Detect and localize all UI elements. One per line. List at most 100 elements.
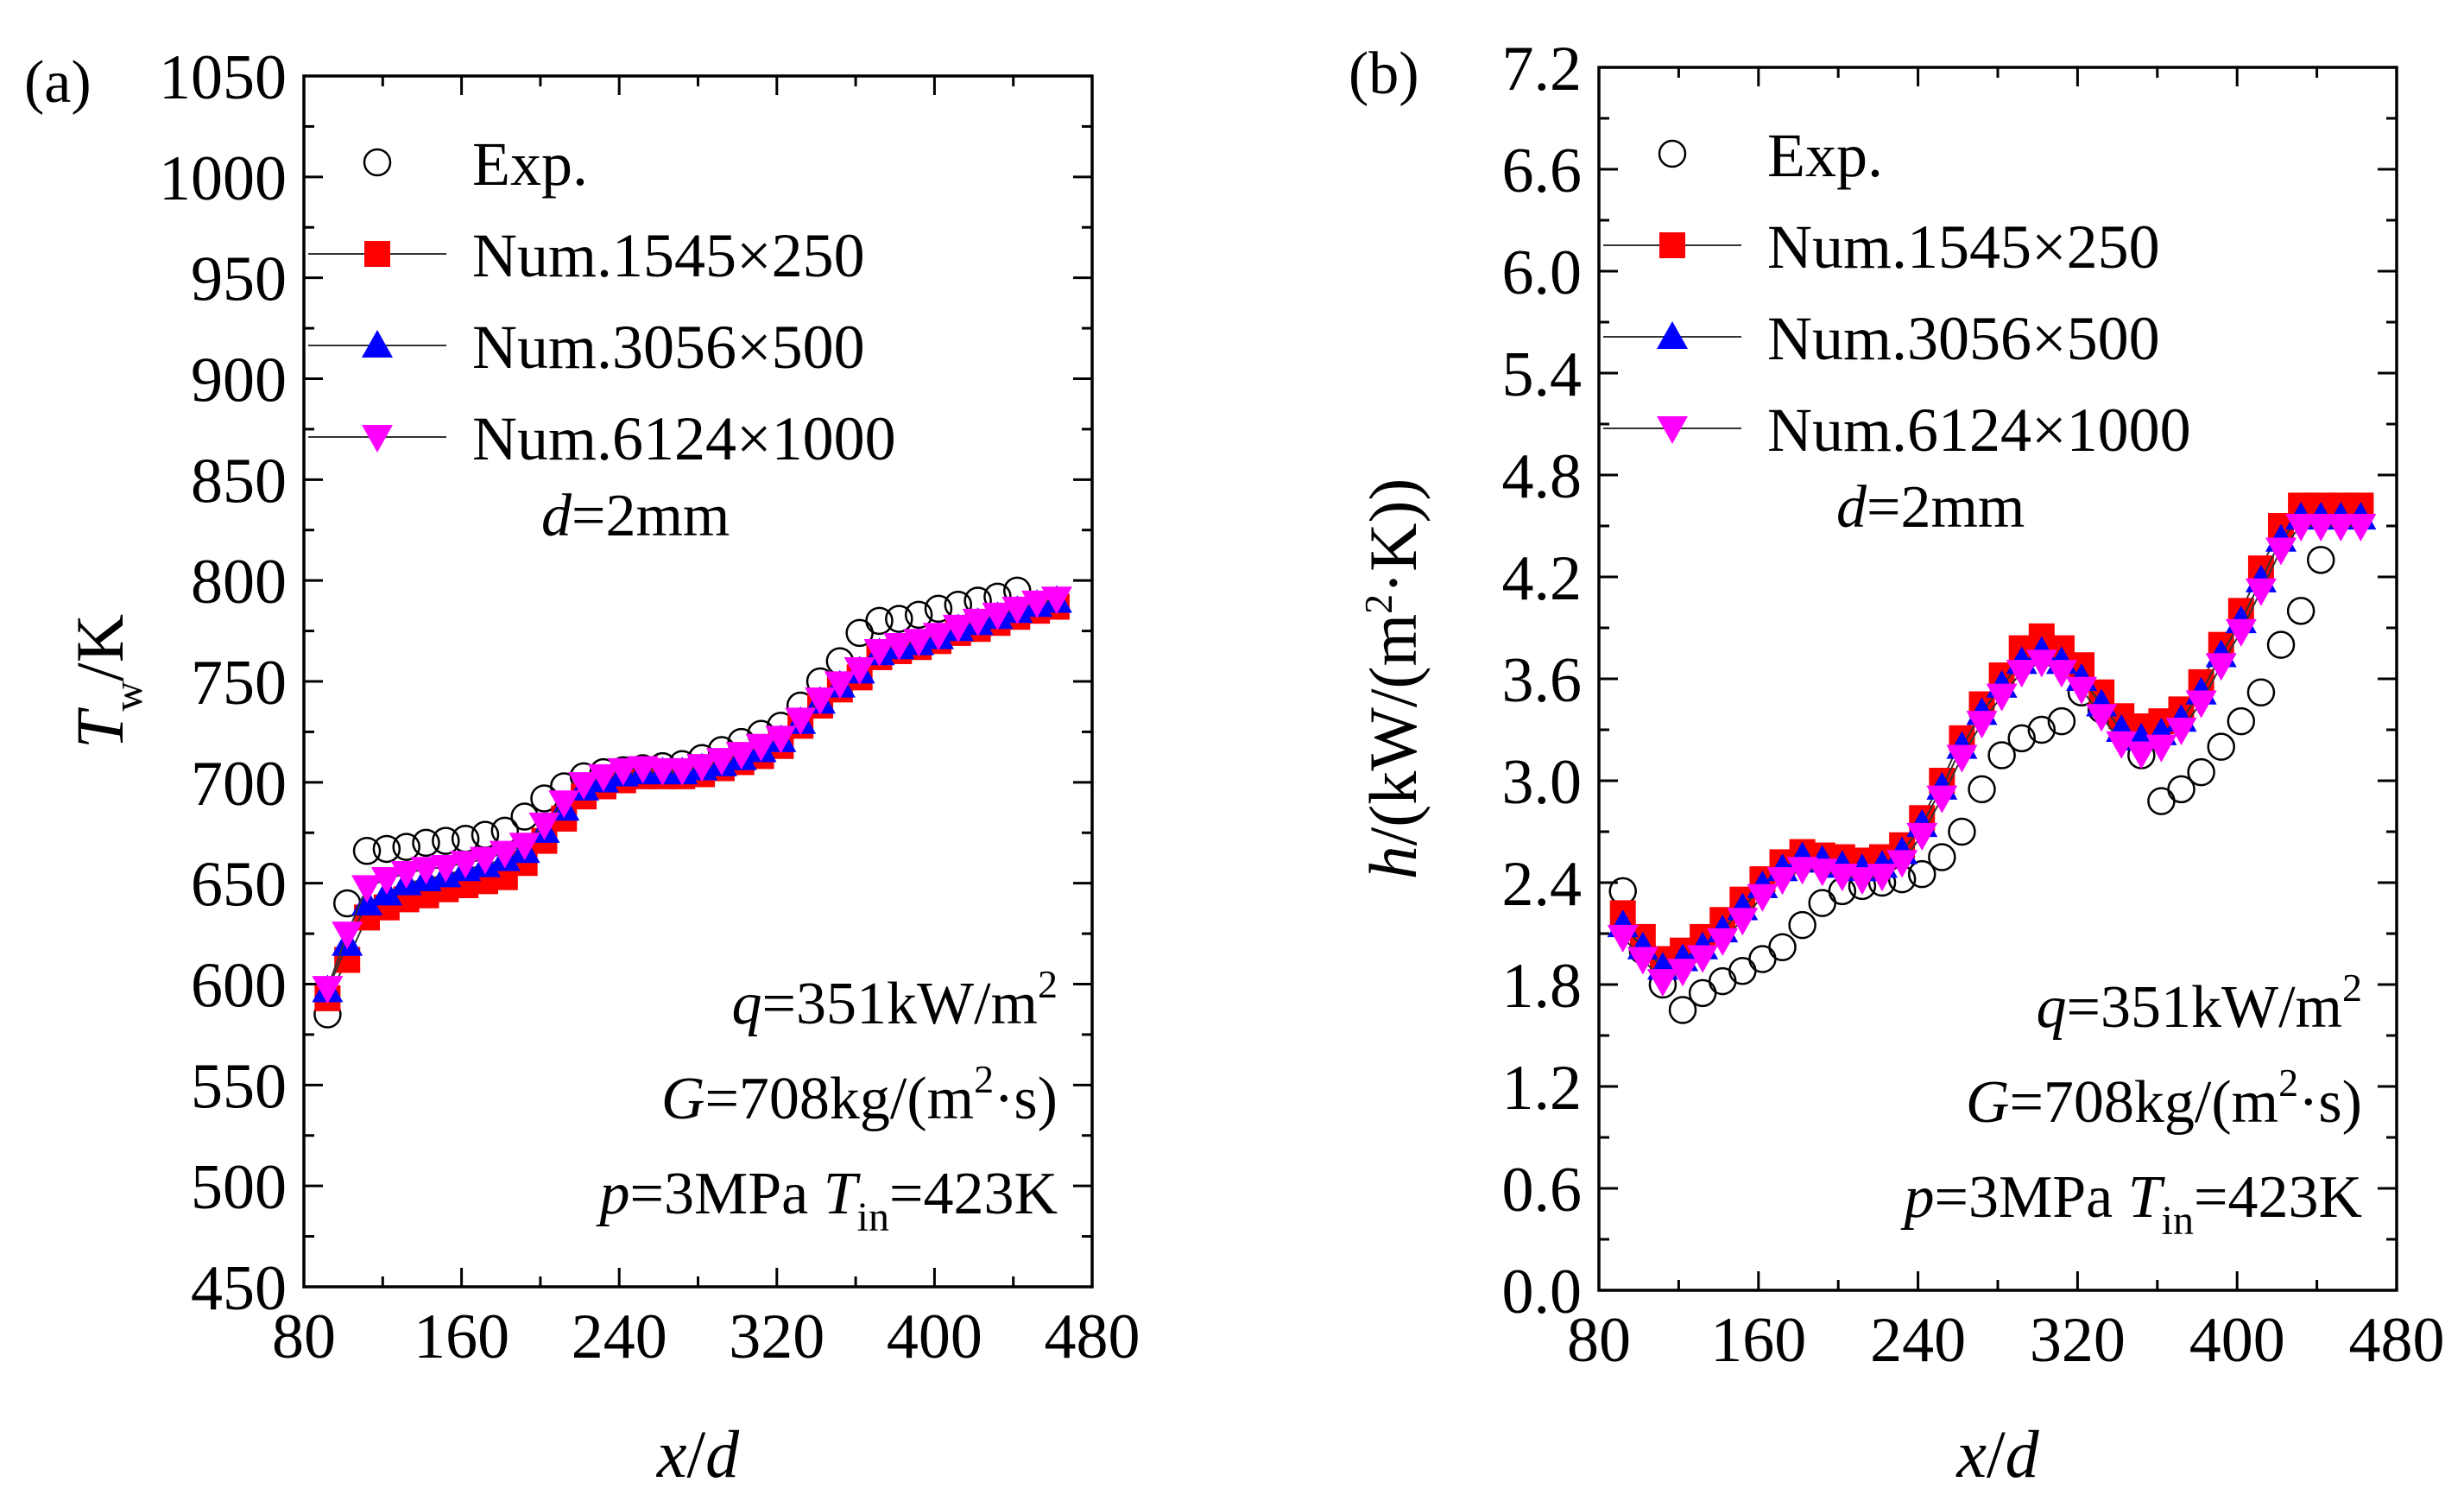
data-point <box>1688 978 1717 1008</box>
annotation-diameter: d=2mm <box>1836 474 2025 541</box>
data-point <box>1788 910 1816 940</box>
annotation-condition: G=708kg/(m2·s) <box>661 1057 1058 1132</box>
data-point <box>885 605 913 633</box>
legend-marker <box>1659 232 1685 258</box>
x-axis-title: x/d <box>1955 1416 2039 1492</box>
data-point <box>2027 715 2056 744</box>
data-point <box>667 757 698 786</box>
legend-marker <box>1657 321 1688 349</box>
data-point <box>528 812 560 840</box>
x-tick-label: 240 <box>1870 1305 1966 1376</box>
data-point <box>1727 908 1759 936</box>
data-point <box>2025 649 2057 678</box>
y-tick-label: 1.8 <box>1502 951 1583 1022</box>
y-tick-label: 7.2 <box>1502 34 1583 104</box>
data-point <box>942 614 974 643</box>
data-point <box>2045 660 2077 688</box>
y-tick-label: 6.0 <box>1502 238 1583 308</box>
data-point <box>1766 867 1798 896</box>
data-point <box>1907 859 1936 889</box>
x-tick-label: 160 <box>1710 1305 1806 1376</box>
data-point <box>1708 966 1737 996</box>
data-point <box>1808 889 1836 917</box>
data-point <box>1021 590 1053 618</box>
y-tick-label: 950 <box>191 244 287 315</box>
data-point <box>548 790 580 819</box>
data-point <box>982 602 1014 630</box>
y-tick-label: 650 <box>191 850 287 921</box>
legend-label: Num.6124×1000 <box>1767 396 2191 465</box>
legend-label: Num.1545×250 <box>472 221 865 290</box>
legend-marker <box>362 330 393 358</box>
series-line <box>326 599 1058 991</box>
x-tick-label: 480 <box>2349 1305 2445 1376</box>
data-point <box>1948 817 1976 846</box>
data-point <box>1668 996 1697 1024</box>
legend-label: Exp. <box>1767 121 1883 190</box>
data-point <box>725 742 757 770</box>
data-point <box>1987 741 2016 770</box>
data-point <box>865 606 894 636</box>
data-point <box>1928 843 1956 871</box>
x-tick-label: 400 <box>887 1302 982 1372</box>
data-point <box>805 687 837 716</box>
x-tick-label: 80 <box>1567 1305 1631 1376</box>
data-point <box>785 707 817 736</box>
data-point <box>2286 597 2316 625</box>
annotation-condition: q=351kW/m2 <box>2037 966 2362 1041</box>
data-point <box>450 851 482 879</box>
legend-marker <box>364 241 390 267</box>
data-point <box>1926 785 1958 814</box>
legend-label: Num.6124×1000 <box>472 404 896 473</box>
legend-label: Exp. <box>472 130 588 199</box>
annotation-condition: q=351kW/m2 <box>732 962 1058 1037</box>
data-point <box>2185 690 2217 719</box>
legend: Exp. Num.1545×250 Num.3056×500 Num.6124×100… <box>308 130 896 473</box>
data-point <box>2345 514 2377 542</box>
series-line <box>326 605 1058 999</box>
legend-marker <box>1658 139 1687 168</box>
y-tick-label: 1.2 <box>1502 1053 1583 1124</box>
data-point <box>903 629 935 657</box>
data-point <box>2126 741 2158 770</box>
data-point <box>824 671 856 700</box>
data-point <box>568 772 600 801</box>
x-tick-label: 400 <box>2189 1305 2285 1376</box>
data-point <box>2207 732 2235 761</box>
y-tick-label: 800 <box>191 547 287 618</box>
legend-marker <box>363 148 392 177</box>
y-tick-label: 850 <box>191 446 287 516</box>
data-point <box>1747 884 1779 912</box>
data-point <box>2086 704 2118 732</box>
legend: Exp. Num.1545×250 Num.3056×500 Num.6124×100… <box>1603 121 2191 465</box>
data-point <box>1846 867 1878 896</box>
data-point <box>2106 731 2138 759</box>
data-point <box>1748 945 1777 973</box>
y-tick-label: 6.6 <box>1502 136 1583 206</box>
legend-label: Num.1545×250 <box>1767 212 2160 282</box>
data-point <box>2305 514 2337 542</box>
annotation-condition: G=708kg/(m2·s) <box>1966 1061 2362 1136</box>
data-point <box>607 757 639 786</box>
y-axis-title: Tw/K <box>62 614 151 749</box>
data-point <box>2246 678 2276 706</box>
data-point <box>2285 514 2317 542</box>
series-1 <box>1609 492 2374 972</box>
data-point <box>509 833 540 861</box>
data-point <box>432 826 460 855</box>
data-point <box>410 857 442 885</box>
data-point <box>2165 718 2197 745</box>
y-tick-label: 700 <box>191 749 287 820</box>
data-point <box>765 725 797 754</box>
series-2 <box>312 585 1072 1003</box>
data-point <box>2227 706 2256 736</box>
data-point <box>922 623 954 651</box>
data-point <box>883 632 915 661</box>
x-tick-label: 480 <box>1045 1302 1140 1372</box>
data-point <box>1001 596 1033 624</box>
annotation-condition: p=3MPa Tin=423K <box>1899 1164 2362 1244</box>
panel-label: (b) <box>1349 41 1419 107</box>
data-point <box>392 833 420 861</box>
data-point <box>1646 969 1678 998</box>
